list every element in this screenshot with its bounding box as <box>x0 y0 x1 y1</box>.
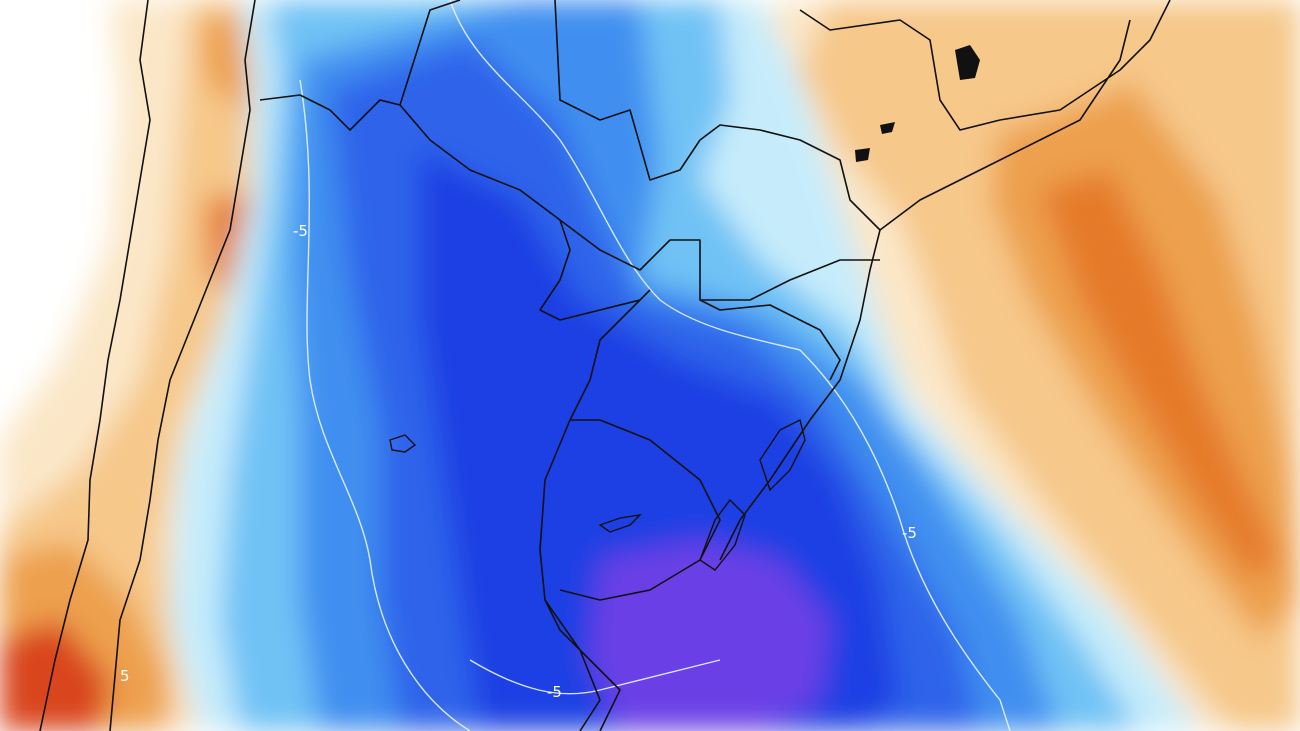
inland-water-3 <box>855 148 870 162</box>
contour-label-group: -5 -5 -5 5 <box>120 222 917 701</box>
andes-border-line <box>39 0 151 731</box>
contour-label-southwest: 5 <box>120 667 130 685</box>
brazil-south-states <box>699 299 841 381</box>
andes-border-line-east <box>109 0 256 731</box>
inland-water-2 <box>880 122 895 134</box>
contour-line-west <box>299 79 471 731</box>
lagoa-dos-patos <box>759 418 806 492</box>
paraguay-argentina-border <box>559 219 880 301</box>
cold-region-core <box>590 540 830 731</box>
uruguay-border <box>539 299 641 731</box>
lake-mirim <box>699 498 746 571</box>
contour-line-east <box>799 349 1011 731</box>
warm-region-southwest-peak <box>0 620 110 731</box>
warm-region-east-peak <box>1040 170 1280 580</box>
country-borders <box>39 0 1171 731</box>
uruguay-north-border <box>559 419 721 601</box>
contour-label-east: -5 <box>902 524 917 542</box>
contour-line-north <box>449 0 801 351</box>
brazil-state-border-north <box>799 0 1171 131</box>
inland-water-marks <box>855 45 980 162</box>
warm-region-north <box>820 0 1140 130</box>
contour-line-south <box>469 659 721 695</box>
reservoir-uruguay <box>598 513 642 533</box>
contour-lines <box>299 0 1011 731</box>
plata-estuary <box>544 599 621 731</box>
lake-small-west <box>389 434 417 453</box>
brazil-north-coast <box>879 19 1131 231</box>
brazil-coast <box>719 229 881 561</box>
bolivia-paraguay-border <box>259 94 651 321</box>
lakes <box>389 418 806 571</box>
inland-water-1 <box>955 45 980 80</box>
paraguay-brazil-border <box>399 0 881 231</box>
contour-label-south: -5 <box>547 683 562 701</box>
contour-label-west: -5 <box>293 222 308 240</box>
